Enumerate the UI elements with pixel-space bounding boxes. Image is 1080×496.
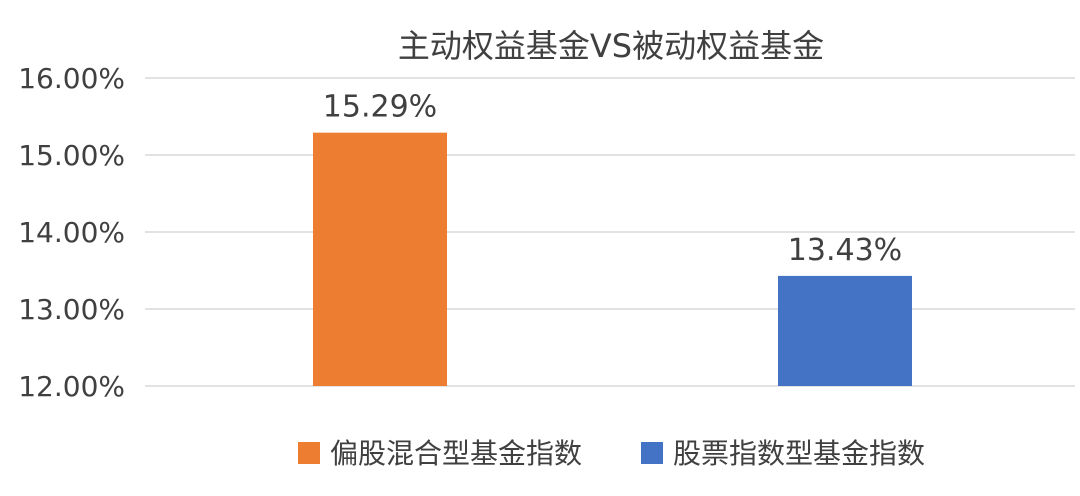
- data-labels: 15.29% 13.43%: [323, 90, 902, 268]
- legend-label: 股票指数型基金指数: [673, 437, 925, 470]
- y-tick-label: 15.00%: [18, 139, 125, 172]
- legend-label: 偏股混合型基金指数: [330, 437, 582, 470]
- y-tick-label: 16.00%: [18, 62, 125, 95]
- y-tick-label: 14.00%: [18, 216, 125, 249]
- gridlines: [145, 77, 1075, 387]
- y-tick-label: 12.00%: [18, 370, 125, 403]
- data-label: 15.29%: [323, 90, 437, 125]
- legend: 偏股混合型基金指数 股票指数型基金指数: [298, 437, 925, 470]
- y-axis-tick-labels: 12.00% 13.00% 14.00% 15.00% 16.00%: [18, 62, 125, 403]
- bar: [313, 132, 447, 386]
- bars: [313, 132, 912, 386]
- legend-swatch: [641, 442, 663, 464]
- legend-swatch: [298, 442, 320, 464]
- y-tick-label: 13.00%: [18, 293, 125, 326]
- data-label: 13.43%: [788, 233, 902, 268]
- chart-title: 主动权益基金VS被动权益基金: [398, 27, 824, 65]
- bar: [778, 275, 912, 386]
